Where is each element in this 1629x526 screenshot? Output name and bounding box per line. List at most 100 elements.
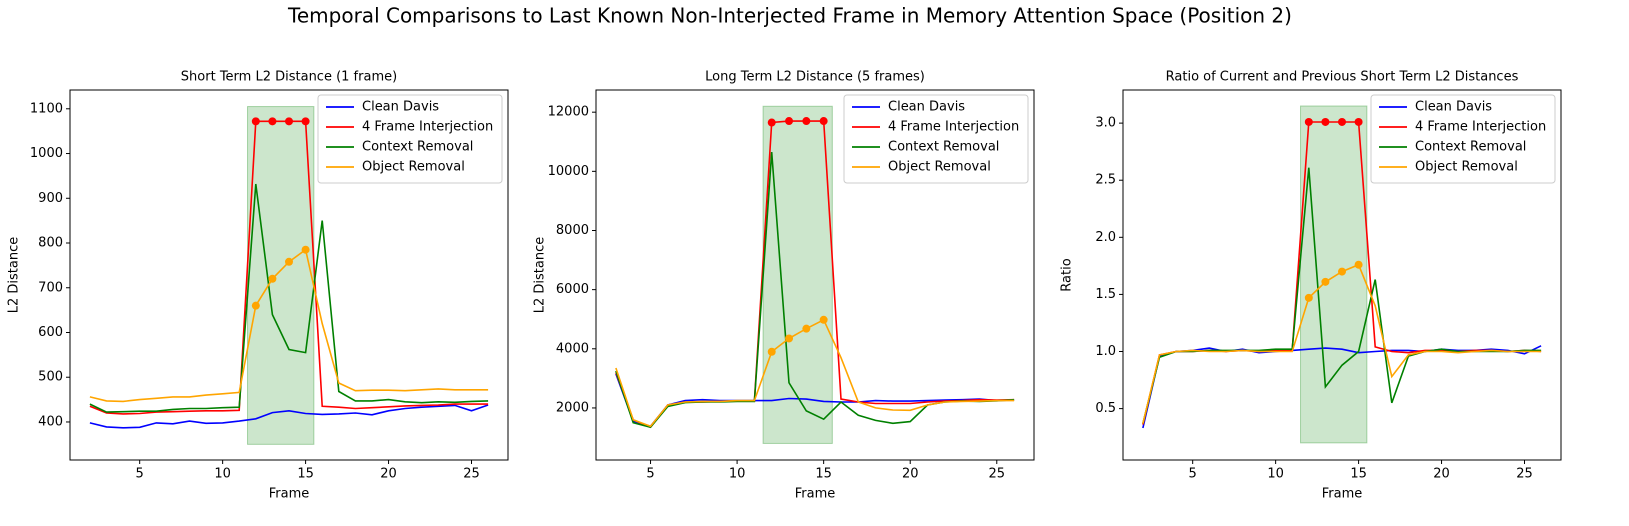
y-tick-label: 700 (38, 280, 63, 295)
highlight-region (762, 105, 833, 444)
data-point (767, 118, 776, 127)
x-axis-label: Frame (1322, 487, 1363, 502)
data-point (785, 334, 794, 343)
figure-title: Temporal Comparisons to Last Known Non-I… (287, 4, 1292, 28)
legend-box (843, 94, 1029, 184)
data-point (285, 257, 293, 266)
axes-frame (69, 89, 509, 461)
data-point (1321, 277, 1330, 286)
y-tick-label: 2.0 (1095, 230, 1116, 245)
series-line (615, 318, 1015, 428)
x-tick-label: 25 (1516, 467, 1533, 482)
x-tick-label: 5 (136, 467, 144, 482)
data-point (802, 117, 811, 126)
y-tick-label: 10000 (548, 164, 589, 179)
x-tick-label: 20 (902, 467, 919, 482)
data-point (301, 245, 310, 254)
x-axis-label: Frame (795, 487, 836, 502)
data-point (301, 117, 310, 126)
y-tick-label: 1000 (30, 146, 63, 161)
legend-label: Context Removal (1415, 140, 1526, 155)
legend-label: 4 Frame Interjection (1415, 120, 1546, 135)
y-tick-label: 900 (38, 191, 63, 206)
x-tick-label: 15 (1350, 467, 1367, 482)
subplot-title: Ratio of Current and Previous Short Term… (1166, 70, 1519, 85)
legend: Clean Davis 4 Frame Interjection Context R… (317, 94, 503, 184)
data-point (1338, 117, 1346, 126)
plot-area (1142, 117, 1542, 429)
y-tick-label: 3.0 (1095, 116, 1116, 131)
y-tick-label: 500 (38, 370, 63, 385)
legend-label: Clean Davis (1415, 100, 1492, 115)
axes-frame (595, 89, 1035, 461)
legend-label: 4 Frame Interjection (888, 120, 1019, 135)
data-point (767, 347, 776, 356)
legend-label: Clean Davis (888, 100, 965, 115)
x-tick-label: 10 (214, 467, 231, 482)
y-tick-label: 600 (38, 325, 63, 340)
x-tick-label: 10 (1267, 467, 1284, 482)
y-tick-label: 0.5 (1095, 401, 1116, 416)
legend-label: Object Removal (362, 160, 465, 175)
series-line (89, 404, 489, 429)
legend-box (1370, 94, 1556, 184)
legend-label: Context Removal (362, 140, 473, 155)
subplot: Long Term L2 Distance (5 frames) Frame L2 … (533, 70, 1035, 502)
y-axis-label: Ratio (1060, 258, 1075, 291)
data-point (251, 301, 260, 310)
legend: Clean Davis 4 Frame Interjection Context R… (843, 94, 1029, 184)
x-tick-label: 15 (297, 467, 314, 482)
x-tick-label: 10 (729, 467, 746, 482)
legend-label: Context Removal (888, 140, 999, 155)
y-tick-label: 400 (38, 414, 63, 429)
x-tick-label: 5 (646, 467, 654, 482)
y-tick-label: 8000 (556, 223, 589, 238)
x-tick-label: 25 (989, 467, 1006, 482)
data-point (785, 117, 794, 126)
y-axis-label: L2 Distance (7, 237, 22, 314)
series-line (615, 373, 1015, 428)
data-point (268, 117, 277, 126)
data-point (268, 274, 277, 283)
subplot: Ratio of Current and Previous Short Term… (1060, 70, 1562, 502)
legend-box (317, 94, 503, 184)
axes-frame (1122, 89, 1562, 461)
data-point (1304, 293, 1313, 302)
data-point (1354, 260, 1363, 269)
data-point (1321, 117, 1330, 126)
data-point (1354, 117, 1363, 126)
data-point (1304, 117, 1313, 126)
plot-area (615, 117, 1015, 429)
y-tick-label: 4000 (556, 341, 589, 356)
y-tick-label: 800 (38, 236, 63, 251)
data-point (819, 117, 828, 126)
legend: Clean Davis 4 Frame Interjection Context R… (1370, 94, 1556, 184)
subplot-title: Short Term L2 Distance (1 frame) (181, 70, 397, 85)
legend-label: 4 Frame Interjection (362, 120, 493, 135)
legend-label: Clean Davis (362, 100, 439, 115)
y-tick-label: 1100 (30, 101, 63, 116)
x-tick-label: 15 (815, 467, 832, 482)
x-tick-label: 25 (463, 467, 480, 482)
y-tick-label: 2.5 (1095, 173, 1116, 188)
x-axis-label: Frame (269, 487, 310, 502)
highlight-region (1300, 105, 1368, 444)
x-tick-label: 20 (380, 467, 397, 482)
y-tick-label: 1.5 (1095, 287, 1116, 302)
legend-label: Object Removal (1415, 160, 1518, 175)
data-point (285, 117, 293, 126)
y-tick-label: 1.0 (1095, 344, 1116, 359)
y-tick-label: 6000 (556, 282, 589, 297)
y-axis-label: L2 Distance (533, 237, 548, 314)
data-point (1338, 267, 1346, 276)
x-tick-label: 20 (1433, 467, 1450, 482)
highlight-region (247, 106, 315, 445)
plot-area (89, 117, 489, 429)
data-point (819, 315, 828, 324)
series-line (89, 183, 489, 413)
x-tick-label: 5 (1189, 467, 1197, 482)
y-tick-label: 2000 (556, 400, 589, 415)
y-tick-label: 12000 (548, 105, 589, 120)
subplot-title: Long Term L2 Distance (5 frames) (705, 70, 925, 85)
